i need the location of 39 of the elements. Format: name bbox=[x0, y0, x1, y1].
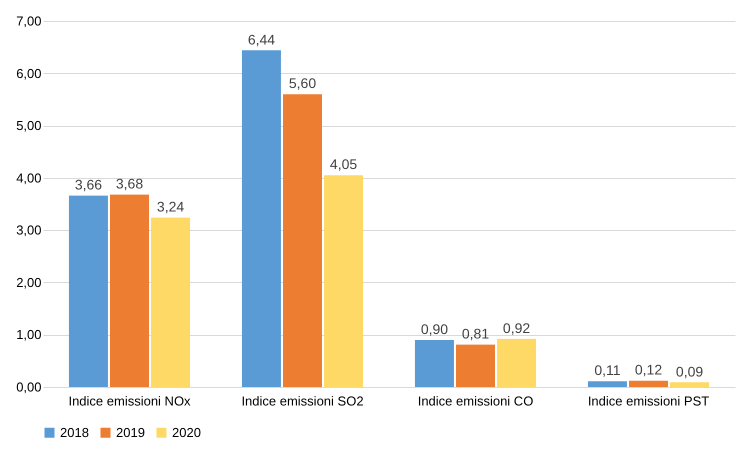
bar bbox=[283, 94, 322, 387]
bar bbox=[110, 194, 149, 387]
x-tick-label: Indice emissioni CO bbox=[418, 394, 534, 408]
legend-label: 2019 bbox=[116, 424, 145, 440]
bar bbox=[497, 338, 536, 387]
bar bbox=[670, 382, 710, 387]
x-tick-label: Indice emissioni NOx bbox=[68, 394, 192, 408]
bar bbox=[629, 380, 668, 387]
bar bbox=[414, 340, 454, 387]
data-label: 4,05 bbox=[330, 156, 358, 172]
legend-label: 2018 bbox=[60, 424, 89, 440]
data-label: 0,92 bbox=[502, 320, 530, 336]
data-label: 3,68 bbox=[116, 176, 144, 192]
x-tick-label: Indice emissioni PST bbox=[588, 394, 710, 408]
y-tick-label: 4,00 bbox=[16, 170, 42, 186]
data-label: 6,44 bbox=[248, 31, 276, 48]
bar bbox=[588, 381, 627, 387]
y-tick-label: 3,00 bbox=[16, 222, 42, 238]
y-tick-label: 6,00 bbox=[16, 66, 42, 81]
data-label: 5,60 bbox=[288, 75, 316, 92]
y-tick-label: 0,00 bbox=[16, 380, 42, 394]
y-tick-label: 7,00 bbox=[16, 14, 42, 28]
legend-label: 2020 bbox=[172, 424, 201, 440]
bar bbox=[456, 344, 495, 387]
bar bbox=[151, 218, 190, 387]
y-tick-label: 1,00 bbox=[16, 327, 42, 342]
data-label: 0,12 bbox=[634, 362, 662, 378]
data-label: 0,09 bbox=[676, 363, 704, 380]
y-tick-label: 2,00 bbox=[16, 274, 42, 290]
data-label: 3,66 bbox=[74, 176, 102, 193]
data-label: 0,90 bbox=[420, 320, 448, 337]
bar bbox=[324, 175, 364, 387]
y-tick-label: 5,00 bbox=[16, 118, 42, 134]
x-tick-label: Indice emissioni SO2 bbox=[241, 394, 364, 408]
data-label: 0,11 bbox=[594, 362, 621, 378]
bar bbox=[68, 196, 108, 387]
bar bbox=[242, 50, 281, 387]
data-label: 0,81 bbox=[462, 326, 490, 342]
data-label: 3,24 bbox=[156, 198, 184, 215]
